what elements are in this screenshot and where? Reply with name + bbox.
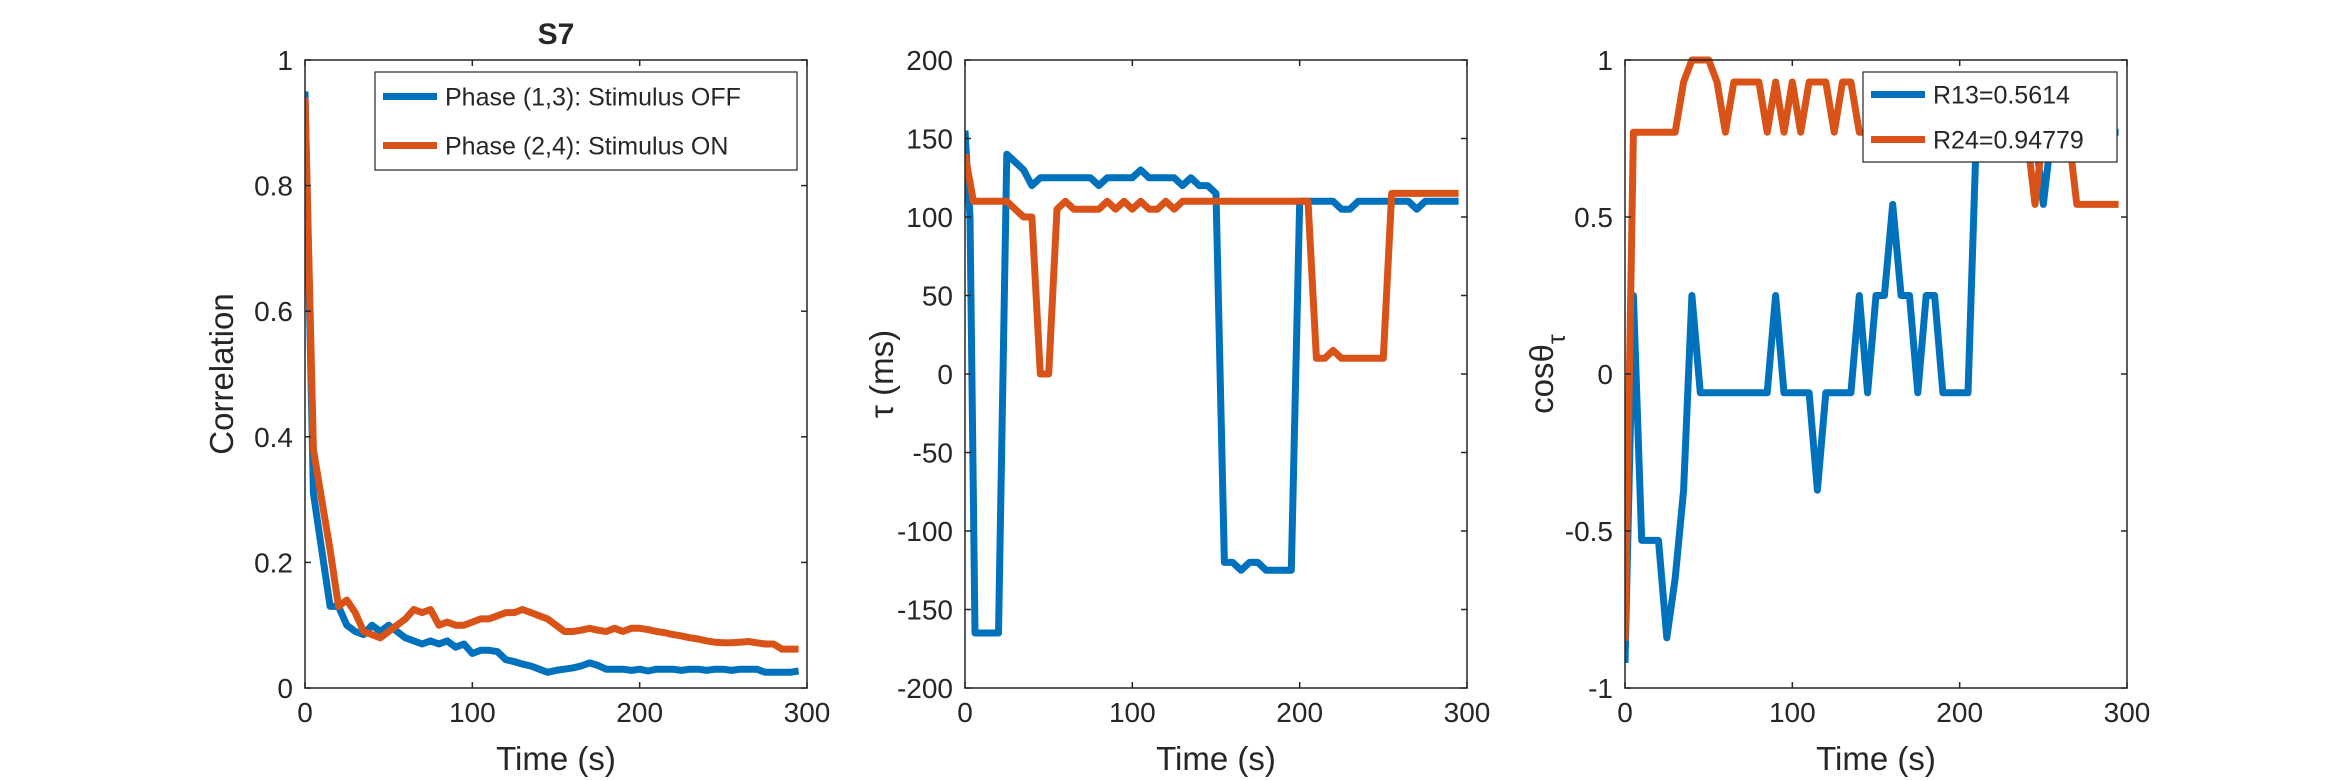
x-tick-label: 100 [1769, 697, 1816, 728]
x-tick-label: 0 [297, 697, 313, 728]
y-tick-label: -1 [1588, 673, 1613, 704]
x-tick-label: 200 [1276, 697, 1323, 728]
y-tick-label: 100 [906, 202, 953, 233]
y-axis-label-subscript: τ [1543, 334, 1571, 344]
y-tick-label: 0.5 [1574, 202, 1613, 233]
x-tick-label: 200 [616, 697, 663, 728]
series-line-2 [965, 153, 1459, 378]
series-line-2 [305, 97, 799, 653]
chart-panel-2: 0 100 200 300-200-150-100-50050100150200Tim… [863, 45, 1490, 777]
y-axis-label-text: Correlation [203, 293, 240, 454]
y-tick-label: 150 [906, 124, 953, 155]
legend: R13=0.5614 R24=0.94779 [1862, 71, 2118, 163]
y-axis-label: Correlation [203, 293, 240, 454]
axes-box [304, 59, 808, 689]
y-tick-label: -150 [897, 595, 953, 626]
y-tick-label: 50 [922, 281, 953, 312]
y-tick-label: -100 [897, 516, 953, 547]
y-axis-label: τ (ms) [863, 330, 900, 418]
y-axis-label-text: τ (ms) [863, 330, 900, 418]
y-tick-label: 0 [937, 359, 953, 390]
chart-panel-3: 0 100 200 300 -1 -0.5 0 0.5 1 Time (s) cosθτ R13=0.… [1523, 45, 2150, 777]
legend-box [1862, 71, 2118, 163]
x-tick-label: 300 [1444, 697, 1491, 728]
y-tick-label: -50 [913, 438, 953, 469]
y-tick-label: 0.4 [254, 422, 293, 453]
y-tick-label: -0.5 [1565, 516, 1613, 547]
legend: Phase (1,3): Stimulus OFF Phase (2,4): St… [374, 71, 798, 171]
legend-label: Phase (2,4): Stimulus ON [445, 133, 728, 161]
y-tick-label: -200 [897, 673, 953, 704]
y-axis-label-text: cosθ [1523, 344, 1560, 414]
chart-title: S7 [538, 18, 575, 51]
y-axis-label: cosθτ [1523, 334, 1571, 414]
series-group [305, 91, 800, 676]
x-axis-label: Time (s) [496, 740, 616, 777]
x-tick-label: 100 [1109, 697, 1156, 728]
y-tick-label: 0 [277, 673, 293, 704]
legend-label: R24=0.94779 [1933, 127, 2084, 155]
series-line-1 [305, 91, 800, 676]
plot-area [1625, 60, 2127, 688]
y-tick-label: 1 [1597, 45, 1613, 76]
y-tick-label: 0 [1597, 359, 1613, 390]
series-group [965, 130, 1459, 637]
x-tick-label: 0 [957, 697, 973, 728]
y-tick-label: 0.6 [254, 296, 293, 327]
x-tick-label: 200 [1936, 697, 1983, 728]
y-tick-label: 1 [277, 45, 293, 76]
x-tick-label: 100 [449, 697, 496, 728]
x-tick-label: 0 [1617, 697, 1633, 728]
series-line-1 [965, 130, 1459, 637]
x-tick-label: 300 [784, 697, 831, 728]
legend-label: R13=0.5614 [1933, 82, 2070, 110]
y-tick-label: 200 [906, 45, 953, 76]
legend-box [374, 71, 798, 171]
legend-label: Phase (1,3): Stimulus OFF [445, 84, 741, 112]
y-tick-label: 0.2 [254, 547, 293, 578]
y-tick-label: 0.8 [254, 171, 293, 202]
x-tick-label: 300 [2104, 697, 2151, 728]
chart-panel-1: 0 100 200 300 0 0.2 0.4 0.6 0.8 1 Time (s) Correlat… [203, 18, 830, 777]
x-axis-label: Time (s) [1156, 740, 1276, 777]
x-axis-label: Time (s) [1816, 740, 1936, 777]
